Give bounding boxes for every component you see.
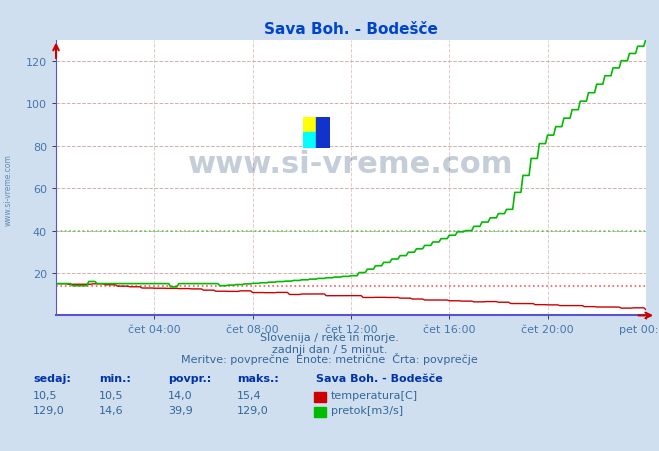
Text: 10,5: 10,5 <box>33 390 57 400</box>
Text: pretok[m3/s]: pretok[m3/s] <box>331 405 403 414</box>
Text: Slovenija / reke in morje.: Slovenija / reke in morje. <box>260 332 399 342</box>
Text: zadnji dan / 5 minut.: zadnji dan / 5 minut. <box>272 344 387 354</box>
Bar <box>303 133 316 149</box>
Text: 129,0: 129,0 <box>33 405 65 414</box>
Text: temperatura[C]: temperatura[C] <box>331 390 418 400</box>
Title: Sava Boh. - Bodešče: Sava Boh. - Bodešče <box>264 22 438 37</box>
Text: 39,9: 39,9 <box>168 405 193 414</box>
Text: min.:: min.: <box>99 373 130 383</box>
Text: Meritve: povprečne  Enote: metrične  Črta: povprečje: Meritve: povprečne Enote: metrične Črta:… <box>181 352 478 364</box>
Bar <box>303 117 316 133</box>
Text: 10,5: 10,5 <box>99 390 123 400</box>
Text: www.si-vreme.com: www.si-vreme.com <box>188 150 513 179</box>
Text: 14,0: 14,0 <box>168 390 192 400</box>
Text: www.si-vreme.com: www.si-vreme.com <box>3 153 13 226</box>
Text: 15,4: 15,4 <box>237 390 262 400</box>
Text: sedaj:: sedaj: <box>33 373 71 383</box>
Bar <box>316 117 330 149</box>
Text: Sava Boh. - Bodešče: Sava Boh. - Bodešče <box>316 373 443 383</box>
Text: 14,6: 14,6 <box>99 405 123 414</box>
Text: maks.:: maks.: <box>237 373 279 383</box>
Text: 129,0: 129,0 <box>237 405 269 414</box>
Text: povpr.:: povpr.: <box>168 373 212 383</box>
